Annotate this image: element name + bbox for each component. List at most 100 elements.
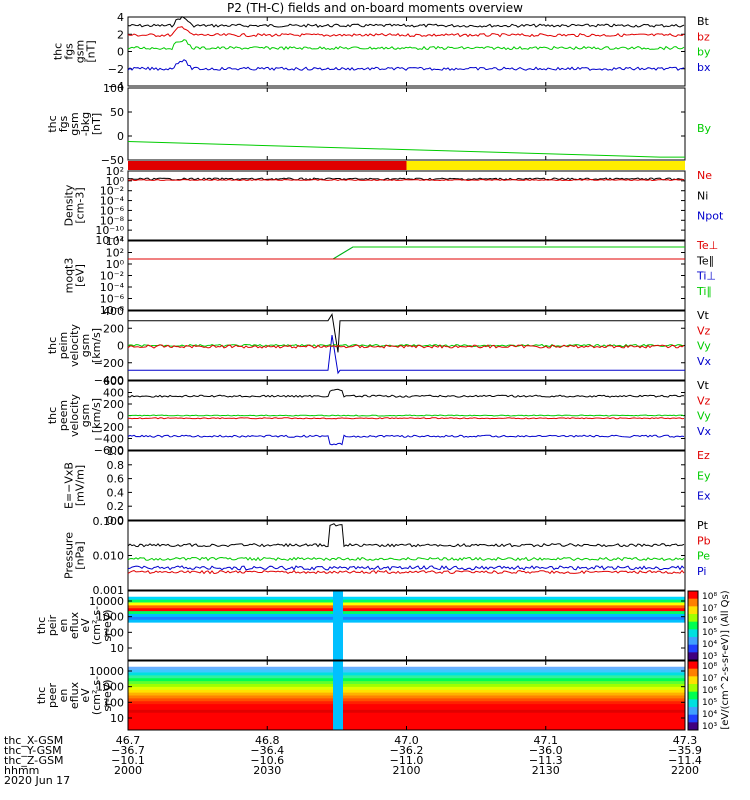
series-Vt <box>128 313 685 353</box>
spectrogram-band <box>128 686 685 691</box>
y-tick-label: 200 <box>103 398 124 411</box>
spectrogram-band <box>128 721 685 725</box>
footer-label: thc_X-GSM <box>4 734 63 747</box>
colorbar-band <box>688 676 698 685</box>
series-Vy <box>127 414 685 417</box>
y-axis-label: thc <box>52 43 65 60</box>
y-tick-label: 10⁻⁴ <box>100 195 125 208</box>
colorbar-tick: 10⁶ <box>702 616 717 626</box>
spectrogram-band <box>128 718 685 722</box>
y-axis-label: peer <box>46 683 59 709</box>
y-tick-label: 10⁻⁸ <box>100 214 125 227</box>
footer-label: hhmm <box>4 764 39 777</box>
y-axis-label: eflux <box>68 681 81 709</box>
colorbar-band <box>688 661 698 670</box>
y-axis-label: sr-eV) <box>101 609 114 641</box>
y-tick-label: 10⁻⁸ <box>100 304 125 317</box>
y-tick-label: 10000 <box>89 595 124 608</box>
y-tick-label: 10⁻⁶ <box>100 293 125 306</box>
spectrogram-band <box>128 625 685 629</box>
y-axis-label: -bkg <box>79 112 92 136</box>
legend-Npot: Npot <box>697 210 724 223</box>
footer-value: −10.1 <box>111 754 145 767</box>
colorbar-band <box>688 722 698 731</box>
y-axis-label: gsm <box>79 404 92 427</box>
colorbar-band <box>688 699 698 708</box>
spectrogram-band <box>128 593 685 598</box>
y-axis-label: eV <box>79 688 92 703</box>
y-tick-label: 0 <box>117 46 124 59</box>
y-tick-label: 0.010 <box>93 550 125 563</box>
spectrogram-band <box>128 712 685 717</box>
y-tick-label: 2 <box>117 28 124 41</box>
y-tick-label: −200 <box>94 421 124 434</box>
series-Pe <box>127 556 685 562</box>
footer-value: 2030 <box>253 764 281 777</box>
series-Vz <box>127 344 685 349</box>
y-axis-label: [cm-3] <box>74 187 87 223</box>
y-axis-label: thc <box>46 115 59 132</box>
legend-Ey: Ey <box>697 469 711 482</box>
y-axis-label: [nT] <box>90 113 103 135</box>
colorbar-tick: 10⁸ <box>702 662 717 672</box>
colorbar-tick: 10³ <box>702 652 717 662</box>
y-tick-label: 10² <box>106 247 124 260</box>
y-tick-label: −400 <box>94 374 124 387</box>
y-tick-label: 0.4 <box>107 486 125 499</box>
legend-Vy: Vy <box>697 410 711 423</box>
footer-value: 2130 <box>532 764 560 777</box>
y-tick-label: −400 <box>94 433 124 446</box>
y-axis-label: [km/s] <box>90 328 103 363</box>
y-tick-label: −600 <box>94 444 124 457</box>
footer-value: −36.0 <box>529 744 563 757</box>
y-tick-label: 0.100 <box>93 515 125 528</box>
spectrogram-band <box>128 631 685 635</box>
y-axis-label: eV <box>79 618 92 633</box>
legend-Vx: Vx <box>697 355 712 368</box>
colorbar <box>687 590 699 661</box>
y-tick-label: 10⁻⁶ <box>100 204 125 217</box>
panel-frame <box>127 240 686 311</box>
y-tick-label: 10⁻² <box>100 270 124 283</box>
spectrogram-band <box>128 709 685 714</box>
legend-Ti⊥: Ti⊥ <box>696 270 716 283</box>
colorbar-band <box>688 714 698 723</box>
spectrogram-band <box>128 698 685 702</box>
y-tick-label: 0.0 <box>107 514 125 527</box>
spectrogram-band <box>128 678 685 682</box>
y-tick-label: 10⁻¹² <box>95 234 124 247</box>
colorbar-band <box>688 629 698 638</box>
y-tick-label: 4 <box>117 11 124 24</box>
spectrogram-band <box>128 684 685 688</box>
y-tick-label: −2 <box>108 63 124 76</box>
colorbar-tick: 10⁴ <box>702 710 717 720</box>
footer-value: 47.3 <box>673 734 698 747</box>
spectrogram-band <box>128 648 685 652</box>
colorbar-band <box>688 598 698 607</box>
legend-Te⊥: Te⊥ <box>696 239 718 252</box>
colorbar-band <box>688 591 698 600</box>
y-tick-label: 0.2 <box>107 500 125 513</box>
spectrogram-band <box>128 605 685 609</box>
y-axis-label: [nPa] <box>74 541 87 569</box>
colorbar-band <box>688 684 698 693</box>
legend-Vy: Vy <box>697 340 711 353</box>
legend-Bt: Bt <box>697 15 710 28</box>
spectrogram-band <box>128 681 685 685</box>
spectrogram-transition <box>333 661 343 730</box>
spectrogram-band <box>128 689 685 694</box>
y-tick-label: 10² <box>106 165 124 178</box>
spectrogram-band <box>128 692 685 696</box>
legend-bx: bx <box>697 61 711 74</box>
legend-Pt: Pt <box>697 519 709 532</box>
legend-Ti∥: Ti∥ <box>696 285 712 298</box>
y-axis-label: peem <box>57 400 70 431</box>
spectrogram-band <box>128 645 685 649</box>
footer-value: 2100 <box>393 764 421 777</box>
spectrogram-band <box>128 637 685 641</box>
spectrogram-band <box>128 611 685 615</box>
footer-label: thc_Z-GSM <box>4 754 64 767</box>
y-tick-label: 10000 <box>89 665 124 678</box>
series-Pt <box>127 523 685 548</box>
y-axis-label: velocity <box>68 324 81 367</box>
